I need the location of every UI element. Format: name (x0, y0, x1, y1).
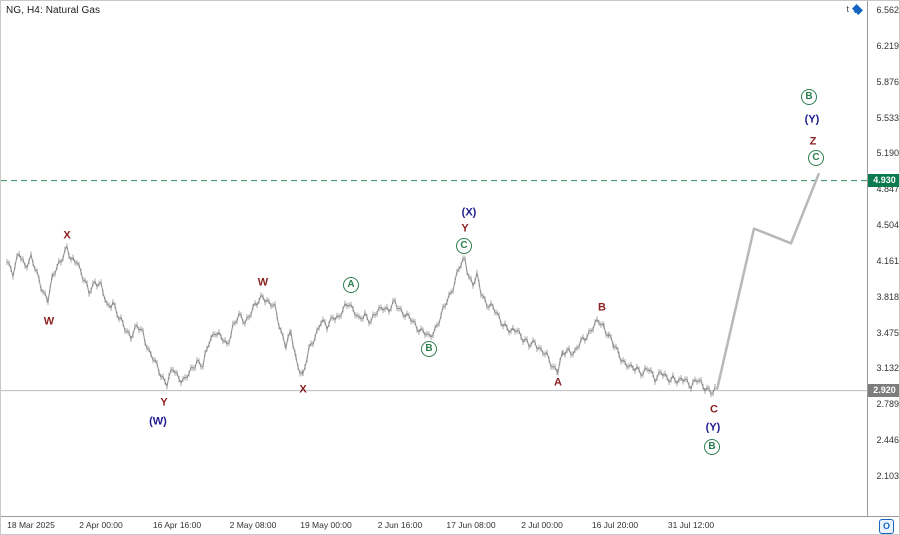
price-tick-label: 2.789 (876, 399, 899, 410)
time-tick-label: 16 Jul 20:00 (591, 520, 639, 530)
time-tick-label: 19 May 00:00 (300, 520, 352, 530)
time-tick-label: 31 Jul 12:00 (667, 520, 715, 530)
price-tick-label: 6.562 (876, 5, 899, 15)
price-chart[interactable]: W X Y (W) W X A B C Y (X) A B C (Y) B B (Y) Z C NG, H4: Nat… (1, 1, 867, 516)
bottom-right-icon[interactable]: O (879, 519, 894, 534)
price-tick-label: 5.533 (876, 112, 899, 123)
top-right-letter: t (846, 4, 849, 14)
price-tick-label: 5.190 (876, 148, 899, 159)
price-tick-label: 6.219 (876, 40, 899, 51)
price-tick-label: 5.876 (876, 76, 899, 87)
series-canvas[interactable] (1, 1, 867, 516)
education-cap-icon[interactable] (852, 3, 863, 15)
current-price-box: 2.920 (868, 384, 899, 398)
time-tick-label: 2 Jun 16:00 (377, 520, 423, 530)
price-axis[interactable]: 6.562 6.219 5.876 5.533 5.190 4.847 4.504 4.161… (867, 1, 899, 516)
price-tick-label: 4.161 (876, 255, 899, 266)
chart-corner-controls: t (846, 3, 863, 15)
level-price-box: 4.930 (868, 174, 899, 188)
time-axis[interactable]: 18 Mar 2025 2 Apr 00:00 16 Apr 16:00 2 May … (1, 516, 899, 534)
price-tick-label: 4.504 (876, 220, 899, 231)
price-tick-label: 3.132 (876, 363, 899, 374)
price-tick-label: 4.847 (876, 184, 899, 195)
price-tick-label: 2.103 (876, 471, 899, 481)
time-tick-label: 18 Mar 2025 (7, 520, 55, 530)
time-tick-label: 16 Apr 16:00 (152, 520, 202, 530)
price-tick-label: 2.446 (876, 435, 899, 446)
price-tick-label: 3.818 (876, 291, 899, 302)
time-tick-label: 2 Apr 00:00 (79, 520, 123, 530)
time-tick-label: 2 May 08:00 (229, 520, 277, 530)
price-tick-label: 3.475 (876, 327, 899, 338)
time-tick-label: 17 Jun 08:00 (446, 520, 496, 530)
symbol-label: NG, H4: Natural Gas (6, 5, 101, 16)
bottom-right-icon-glyph: O (882, 521, 890, 531)
time-tick-label: 2 Jul 00:00 (521, 520, 563, 530)
